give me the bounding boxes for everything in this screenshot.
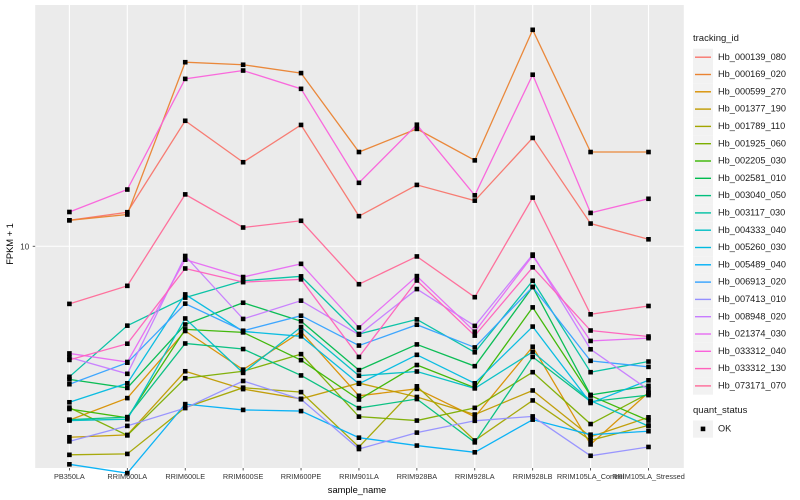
svg-text:Hb_002205_030: Hb_002205_030 bbox=[718, 156, 786, 166]
svg-text:Hb_003117_030: Hb_003117_030 bbox=[718, 208, 785, 218]
svg-text:Hb_021374_030: Hb_021374_030 bbox=[718, 329, 786, 339]
svg-text:tracking_id: tracking_id bbox=[693, 33, 739, 44]
svg-text:Hb_033312_130: Hb_033312_130 bbox=[718, 363, 786, 373]
svg-text:Hb_008948_020: Hb_008948_020 bbox=[718, 311, 786, 321]
svg-text:Hb_000169_020: Hb_000169_020 bbox=[718, 69, 786, 79]
svg-text:quant_status: quant_status bbox=[693, 405, 748, 416]
svg-text:Hb_005489_040: Hb_005489_040 bbox=[718, 259, 786, 269]
svg-text:Hb_001789_110: Hb_001789_110 bbox=[718, 121, 785, 131]
svg-text:Hb_006913_020: Hb_006913_020 bbox=[718, 277, 786, 287]
svg-text:Hb_005260_030: Hb_005260_030 bbox=[718, 242, 786, 252]
svg-text:Hb_001925_060: Hb_001925_060 bbox=[718, 138, 786, 148]
svg-text:OK: OK bbox=[718, 424, 732, 434]
svg-text:Hb_003040_050: Hb_003040_050 bbox=[718, 190, 786, 200]
svg-text:10: 10 bbox=[20, 242, 29, 251]
svg-text:Hb_000599_270: Hb_000599_270 bbox=[718, 86, 786, 96]
svg-text:Hb_033312_040: Hb_033312_040 bbox=[718, 346, 786, 356]
svg-text:Hb_002581_010: Hb_002581_010 bbox=[718, 173, 786, 183]
svg-text:Hb_004333_040: Hb_004333_040 bbox=[718, 225, 786, 235]
svg-text:Hb_073171_070: Hb_073171_070 bbox=[718, 381, 786, 391]
svg-text:Hb_007413_010: Hb_007413_010 bbox=[718, 294, 786, 304]
svg-text:Hb_001377_190: Hb_001377_190 bbox=[718, 104, 786, 114]
svg-text:Hb_000139_080: Hb_000139_080 bbox=[718, 52, 786, 62]
